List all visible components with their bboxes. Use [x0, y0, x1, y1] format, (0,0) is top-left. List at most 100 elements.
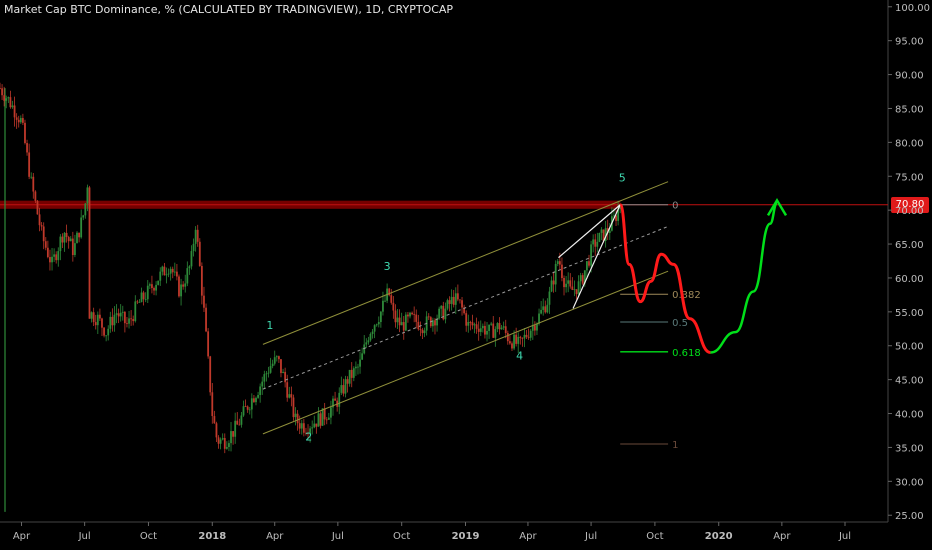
candle-body: [594, 239, 597, 247]
candle-body: [51, 256, 53, 263]
candle-body: [488, 324, 490, 331]
candle-body: [321, 408, 324, 426]
candle-body: [65, 232, 68, 238]
x-tick-label: 2019: [452, 531, 480, 542]
candle-body: [465, 313, 468, 326]
candle-body: [490, 323, 493, 325]
candle-body: [409, 312, 411, 317]
candle-body: [88, 187, 91, 319]
candle-body: [606, 228, 609, 233]
candle-body: [608, 230, 611, 233]
candle-body: [338, 392, 341, 407]
candle-body: [419, 329, 422, 330]
candle-body: [209, 356, 212, 393]
candle-body: [134, 301, 137, 322]
candle-body: [140, 292, 143, 303]
candle-body: [575, 289, 578, 295]
projection-down-path: [618, 203, 711, 355]
candle-body: [371, 331, 374, 334]
candle-body: [161, 266, 164, 272]
current-value-badge: 70.80: [891, 197, 929, 213]
candle-body: [440, 305, 443, 309]
candle-body: [305, 432, 307, 434]
candle-body: [550, 280, 553, 292]
candle-body: [74, 243, 76, 256]
candle-body: [492, 323, 495, 338]
candle-body: [354, 366, 357, 369]
candle-body: [196, 229, 199, 242]
candle-body: [444, 308, 447, 320]
candle-body: [558, 261, 561, 265]
candle-body: [415, 314, 418, 322]
candle-body: [257, 394, 259, 398]
candle-body: [542, 306, 545, 310]
candle-body: [1, 88, 3, 96]
wave-label: 4: [516, 349, 523, 362]
candle-body: [130, 318, 133, 320]
candle-body: [178, 276, 180, 297]
candle-body: [517, 336, 520, 344]
candle-body: [583, 270, 586, 284]
y-tick-label: 40.00: [895, 410, 924, 421]
candle-body: [213, 416, 216, 424]
candle-body: [527, 336, 530, 338]
candle-body: [253, 398, 255, 403]
candle-body: [219, 439, 222, 444]
y-tick-label: 30.00: [895, 477, 924, 488]
candle-body: [352, 368, 355, 378]
candle-body: [61, 236, 64, 243]
candle-body: [567, 280, 570, 284]
candle-body: [138, 302, 141, 303]
candle-body: [136, 301, 139, 303]
candle-body: [471, 322, 474, 326]
candle-body: [113, 314, 116, 326]
candle-body: [365, 342, 368, 345]
candle-body: [596, 241, 599, 247]
x-tick-label: Apr: [13, 531, 31, 542]
candle-body: [525, 334, 528, 337]
candle-body: [513, 334, 515, 349]
x-tick-label: Jul: [78, 531, 91, 542]
candle-body: [109, 316, 112, 329]
candle-body: [230, 431, 232, 444]
candle-body: [327, 417, 330, 420]
candle-body: [69, 238, 72, 242]
candle-body: [348, 369, 351, 384]
candle-body: [617, 209, 620, 221]
candle-body: [132, 319, 135, 322]
candle-body: [238, 424, 241, 426]
candle-body: [263, 374, 266, 382]
candle-body: [421, 329, 424, 334]
candle-body: [155, 284, 157, 291]
candle-body: [446, 300, 449, 309]
candle-body: [19, 118, 22, 123]
candle-body: [192, 243, 195, 252]
candle-body: [367, 340, 370, 343]
candle-body: [228, 443, 230, 448]
candle-body: [236, 420, 239, 425]
wave-label: 2: [305, 431, 312, 444]
candle-body: [302, 423, 305, 433]
candle-body: [481, 325, 484, 329]
candle-body: [144, 299, 147, 301]
candle-body: [394, 310, 397, 323]
candle-body: [94, 322, 97, 326]
wave-label: 5: [619, 172, 626, 185]
candle-body: [427, 316, 430, 318]
candle-body: [157, 280, 160, 285]
candle-body: [600, 229, 603, 233]
candle-body: [248, 409, 251, 411]
y-tick-label: 45.00: [895, 376, 924, 387]
candle-body: [486, 330, 488, 335]
candle-body: [271, 363, 274, 367]
candle-body: [9, 97, 12, 108]
candle-body: [99, 314, 101, 319]
y-tick-label: 35.00: [895, 443, 924, 454]
candle-body: [369, 333, 372, 341]
candle-body: [311, 427, 314, 429]
wave-label: 3: [384, 260, 391, 273]
candle-body: [375, 324, 378, 326]
candle-body: [467, 322, 470, 326]
candle-body: [402, 322, 405, 331]
